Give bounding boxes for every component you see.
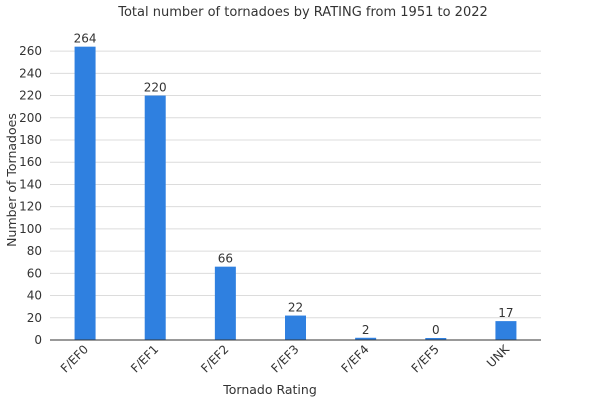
bar-value-label: 22 [288,301,303,315]
bar-value-label: 17 [498,306,513,320]
bar-value-label: 264 [74,32,97,46]
y-tick-label: 180 [19,133,42,147]
y-tick-label: 120 [19,200,42,214]
bar-value-label: 2 [362,323,370,337]
y-tick-label: 0 [34,333,42,347]
bar-value-label: 220 [144,81,167,95]
y-axis-title: Number of Tornadoes [4,113,19,247]
y-tick-label: 220 [19,89,42,103]
bar [355,337,377,340]
x-tick-label: F/EF5 [409,342,442,375]
bar [214,266,236,340]
bars [74,46,517,341]
bar [285,315,306,340]
x-axis-ticks: F/EF0 F/EF1 F/EF2 F/EF3 F/EF4 F/EF5 UNK [58,341,513,375]
chart-title: Total number of tornadoes by RATING from… [117,5,488,20]
x-tick-label: F/EF3 [268,342,301,375]
x-tick-label: UNK [484,341,513,370]
bar [144,95,166,340]
y-tick-label: 40 [27,289,42,303]
x-tick-label: F/EF1 [128,342,161,375]
y-tick-label: 240 [19,66,42,80]
y-tick-label: 20 [27,311,42,325]
bar-value-label: 66 [218,252,233,266]
bar-value-label: 0 [432,323,440,337]
x-tick-label: F/EF0 [58,342,91,375]
y-tick-label: 140 [19,177,42,191]
y-axis-ticks: 0 20 40 60 80 100 120 140 160 180 200 220 240 260 [19,44,42,347]
y-tick-label: 80 [27,244,42,258]
y-tick-label: 160 [19,155,42,169]
bar [495,321,517,340]
x-tick-label: F/EF2 [198,342,231,375]
bar [425,338,447,340]
gridlines [50,50,541,319]
y-tick-label: 60 [27,266,42,280]
x-axis-title: Tornado Rating [222,382,317,397]
y-tick-label: 200 [19,111,42,125]
y-tick-label: 260 [19,44,42,58]
x-tick-label: F/EF4 [338,342,371,375]
y-tick-label: 100 [19,222,42,236]
bar [74,46,96,341]
